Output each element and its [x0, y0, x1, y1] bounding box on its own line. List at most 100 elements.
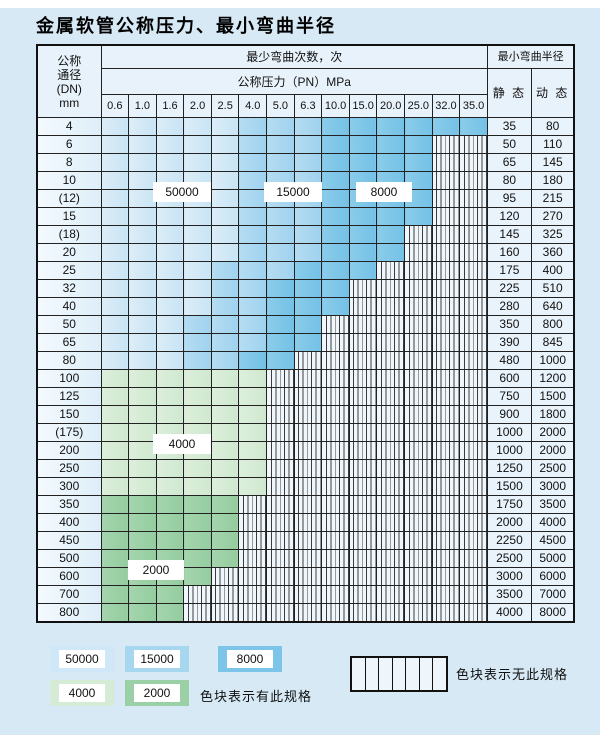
dn-value: 25 [36, 261, 102, 280]
no-spec-cell [459, 135, 488, 154]
static-value: 350 [486, 315, 532, 334]
spec-cell-2000 [210, 549, 240, 568]
no-spec-cell [459, 513, 488, 532]
no-spec-cell [348, 315, 378, 334]
spec-cell-2000 [210, 531, 240, 550]
dynamic-value: 3000 [530, 477, 575, 496]
spec-cell-8000 [293, 297, 323, 316]
no-spec-cell [431, 567, 461, 586]
table-row: 15 120 270 [36, 207, 575, 226]
static-value: 65 [486, 153, 532, 172]
spec-cell-2000 [155, 585, 185, 604]
legend-no-spec-swatch [350, 656, 448, 692]
no-spec-cell [321, 423, 350, 442]
table-row: 125 750 1500 [36, 387, 575, 406]
dn-value: 50 [36, 315, 102, 334]
spec-cell-8000 [376, 153, 406, 172]
dynamic-value: 1200 [530, 369, 575, 388]
no-spec-cell [321, 351, 350, 370]
spec-cell-15000 [266, 117, 295, 136]
spec-cell-4000 [128, 459, 157, 478]
spec-cell-50000 [100, 207, 130, 226]
static-value: 1000 [486, 423, 532, 442]
spec-cell-8000 [321, 135, 350, 154]
spec-cell-4000 [155, 477, 185, 496]
spec-cell-4000 [155, 459, 185, 478]
spec-cell-2000 [128, 495, 157, 514]
spec-cell-15000 [183, 333, 212, 352]
no-spec-cell [431, 333, 461, 352]
spec-cell-4000 [128, 387, 157, 406]
no-spec-cell [431, 405, 461, 424]
dn-value: (18) [36, 225, 102, 244]
spec-cell-2000 [183, 513, 212, 532]
spec-table-wrap: 公称 通径 (DN) mm 最少弯曲次数，次 最小弯曲半径 公称压力（PN）MP… [36, 44, 576, 623]
no-spec-cell [404, 549, 433, 568]
spec-cell-8000 [321, 189, 350, 208]
pressure-tick: 10.0 [321, 94, 350, 118]
spec-cell-50000 [155, 351, 185, 370]
no-spec-cell [266, 459, 295, 478]
spec-cell-15000 [210, 351, 240, 370]
table-row: 600 3000 6000 [36, 567, 575, 586]
no-spec-cell [431, 441, 461, 460]
no-spec-cell [459, 441, 488, 460]
spec-cell-50000 [100, 261, 130, 280]
spec-cell-50000 [100, 243, 130, 262]
dynamic-value: 180 [530, 171, 575, 190]
no-spec-cell [431, 225, 461, 244]
no-spec-cell [431, 243, 461, 262]
no-spec-box-cell [419, 658, 434, 690]
spec-cell-8000 [293, 315, 323, 334]
spec-cell-8000 [348, 117, 378, 136]
spec-cell-8000 [404, 207, 433, 226]
spec-cell-8000 [404, 153, 433, 172]
spec-cell-50000 [183, 207, 212, 226]
spec-cell-8000 [266, 333, 295, 352]
spec-cell-8000 [321, 225, 350, 244]
legend-swatch-label: 2000 [134, 684, 180, 702]
no-spec-cell [459, 225, 488, 244]
spec-cell-50000 [128, 279, 157, 298]
legend-has-spec-text: 色块表示有此规格 [200, 689, 313, 704]
spec-cell-50000 [183, 243, 212, 262]
spec-cell-8000 [376, 135, 406, 154]
pressure-tick: 35.0 [459, 94, 488, 118]
spec-cell-15000 [293, 153, 323, 172]
spec-cell-4000 [100, 387, 130, 406]
legend-swatch-label: 8000 [227, 650, 273, 668]
spec-cell-2000 [100, 603, 130, 623]
dn-value: 125 [36, 387, 102, 406]
spec-cell-4000 [128, 405, 157, 424]
pressure-tick: 1.6 [155, 94, 185, 118]
table-row: 80 480 1000 [36, 351, 575, 370]
no-spec-cell [321, 531, 350, 550]
legend-swatch-50000: 50000 [50, 646, 114, 672]
legend-swatch-label: 4000 [59, 684, 105, 702]
spec-cell-50000 [100, 351, 130, 370]
no-spec-cell [376, 351, 406, 370]
spec-cell-50000 [128, 333, 157, 352]
no-spec-cell [376, 549, 406, 568]
spec-cell-4000 [238, 387, 268, 406]
spec-cell-50000 [210, 153, 240, 172]
spec-cell-4000 [155, 405, 185, 424]
no-spec-cell [459, 243, 488, 262]
no-spec-cell [321, 369, 350, 388]
no-spec-cell [459, 387, 488, 406]
spec-cell-50000 [128, 189, 157, 208]
spec-cell-15000 [293, 117, 323, 136]
table-row: 100 600 1200 [36, 369, 575, 388]
no-spec-cell [431, 153, 461, 172]
no-spec-cell [266, 423, 295, 442]
no-spec-cell [321, 333, 350, 352]
spec-cell-15000 [293, 243, 323, 262]
spec-cell-2000 [183, 567, 212, 586]
no-spec-cell [266, 549, 295, 568]
dynamic-value: 1500 [530, 387, 575, 406]
no-spec-cell [431, 261, 461, 280]
spec-cell-8000 [376, 117, 406, 136]
spec-cell-50000 [128, 315, 157, 334]
no-spec-cell [321, 513, 350, 532]
no-spec-cell [404, 531, 433, 550]
